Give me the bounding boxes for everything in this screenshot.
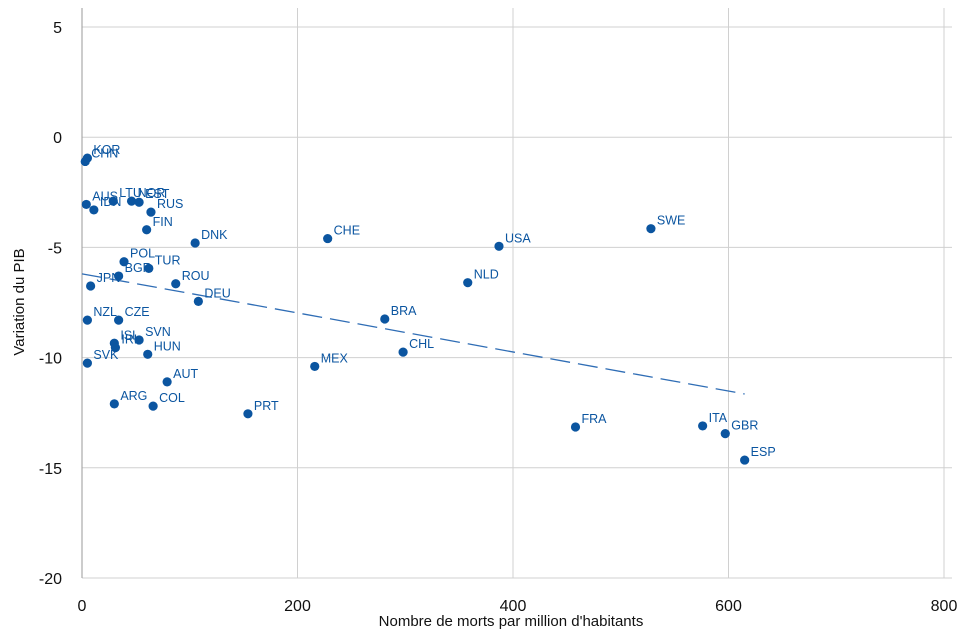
data-point — [398, 347, 408, 357]
x-tick-label: 0 — [78, 598, 87, 615]
data-point — [323, 233, 333, 244]
data-point — [126, 196, 137, 206]
data-point — [740, 455, 750, 465]
point-label: CHE — [334, 224, 360, 238]
data-point — [698, 421, 708, 431]
point-label: LTU — [119, 186, 142, 200]
axes: 0 200 400 600 800 5 0 -5 -10 -15 -20 — [39, 8, 958, 615]
y-tick-label: -5 — [48, 240, 62, 257]
data-point — [82, 315, 92, 325]
y-tick-label: -15 — [39, 461, 62, 478]
data-point — [190, 238, 200, 248]
point-label: FRA — [581, 412, 607, 426]
data-point — [81, 199, 91, 210]
point-label: ROU — [182, 269, 210, 283]
point-label: SWE — [657, 214, 685, 228]
point-label: BRA — [391, 304, 417, 318]
point-label: CHN — [91, 146, 118, 160]
point-label: PRT — [254, 399, 279, 413]
points-layer — [80, 153, 750, 465]
data-point — [380, 314, 390, 324]
point-label: DEU — [204, 286, 230, 300]
data-point — [171, 279, 181, 289]
data-point — [109, 399, 119, 409]
x-tick-label: 800 — [931, 598, 958, 615]
y-tick-label: -10 — [39, 351, 62, 368]
y-axis-title: Variation du PIB — [11, 248, 28, 355]
point-label: GBR — [731, 419, 758, 433]
point-label: TUR — [155, 253, 181, 267]
data-point — [134, 335, 144, 345]
data-point — [114, 271, 124, 281]
data-point — [494, 241, 504, 251]
data-point — [108, 196, 118, 206]
data-point — [720, 429, 730, 439]
point-label: ISL — [120, 328, 139, 342]
point-label: ESP — [751, 445, 776, 459]
data-point — [646, 224, 656, 234]
y-tick-label: -20 — [39, 571, 62, 588]
x-tick-label: 400 — [500, 598, 527, 615]
x-tick-label: 200 — [284, 598, 311, 615]
point-label: AUT — [173, 367, 198, 381]
point-label: EST — [145, 187, 170, 201]
point-label: USA — [505, 231, 531, 245]
point-label: COL — [159, 391, 185, 405]
point-label: SVN — [145, 325, 171, 339]
point-label: HUN — [154, 339, 181, 353]
point-label: NLD — [474, 268, 499, 282]
data-point — [89, 205, 99, 215]
point-label: SVK — [93, 348, 119, 362]
x-tick-label: 600 — [715, 598, 742, 615]
data-point — [570, 422, 581, 432]
data-point — [110, 343, 121, 353]
point-label: ITA — [709, 411, 728, 425]
data-point — [142, 225, 152, 235]
y-tick-label: 0 — [53, 130, 62, 147]
point-label: POL — [130, 247, 155, 261]
data-point — [114, 315, 124, 325]
point-label: AUS — [92, 189, 118, 203]
data-point — [134, 197, 144, 207]
point-label: DNK — [201, 228, 228, 242]
point-label: IRL — [121, 333, 141, 347]
grid — [82, 8, 952, 579]
fit-line — [81, 273, 745, 395]
y-tick-label: 5 — [53, 20, 62, 37]
point-label: RUS — [157, 197, 183, 211]
point-label: MEX — [321, 351, 349, 365]
data-point — [86, 281, 96, 291]
data-point — [162, 377, 172, 387]
point-label: IDN — [100, 195, 122, 209]
x-axis-title: Nombre de morts par million d'habitants — [379, 613, 644, 630]
data-point — [82, 358, 92, 368]
data-point — [143, 349, 153, 359]
data-point — [146, 207, 156, 217]
data-point — [80, 156, 90, 167]
data-point — [119, 257, 129, 267]
fit-line-layer — [81, 273, 745, 395]
point-label: FIN — [153, 215, 173, 229]
point-label: KOR — [93, 143, 120, 157]
data-point — [144, 263, 154, 273]
point-label: JPN — [97, 271, 121, 285]
point-label: ARG — [120, 389, 147, 403]
point-label: NOR — [138, 186, 166, 200]
data-point — [193, 296, 203, 306]
data-point — [310, 361, 320, 372]
data-point — [463, 278, 473, 288]
point-label: CHL — [409, 337, 434, 351]
data-point — [148, 401, 158, 411]
data-point — [243, 409, 253, 419]
point-label: BGR — [125, 261, 152, 275]
point-label: CZE — [125, 305, 150, 319]
point-label: NZL — [93, 305, 117, 319]
